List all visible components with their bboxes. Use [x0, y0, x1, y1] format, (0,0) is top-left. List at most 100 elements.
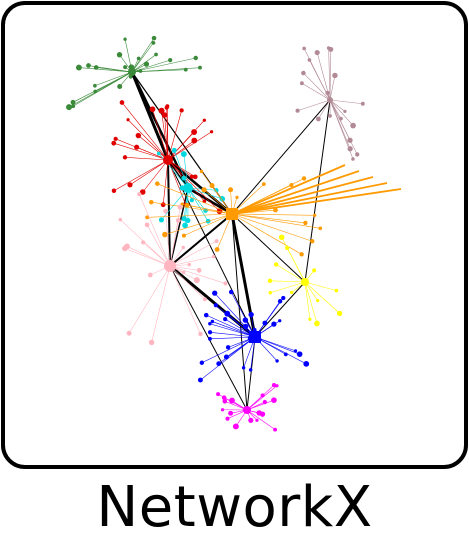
green-leaf-edge [72, 71, 133, 107]
green-leaf-node [70, 99, 76, 105]
red-leaf-edge [129, 159, 169, 186]
hub-edge [231, 213, 248, 411]
magenta-leaf-node [273, 427, 278, 432]
mauve-leaf-edge [303, 72, 331, 101]
orange-leaf-edge [231, 213, 302, 255]
pink-leaf-node [148, 339, 155, 346]
blue-leaf-node [303, 360, 310, 367]
hub-edge [254, 281, 306, 338]
cyan-leaf-node [171, 147, 177, 153]
magenta-leaf-node [222, 398, 228, 404]
magenta-leaf-node [255, 418, 259, 422]
red-leaf-node [209, 130, 214, 134]
cyan-leaf-node [180, 151, 187, 157]
blue-leaf-node [197, 377, 203, 383]
yellow-leaf-edge [270, 281, 306, 294]
blue-leaf-node [241, 365, 246, 370]
magenta-leaf-node [275, 384, 279, 388]
magenta-leaf-node [216, 392, 221, 397]
red-leaf-edge [167, 110, 182, 161]
blue-leaf-node [262, 320, 268, 326]
hub-edge [169, 213, 233, 267]
green-leaf-node [183, 67, 188, 72]
pink-leaf-node [144, 222, 150, 228]
mauve-leaf-edge [297, 99, 331, 112]
pink-leaf-edge [120, 219, 171, 267]
red-leaf-node [191, 137, 198, 144]
magenta-leaf-edge [246, 399, 275, 411]
orange-hub-node [226, 208, 238, 220]
yellow-leaf-node [312, 268, 317, 273]
pink-leaf-node [118, 217, 123, 222]
green-leaf-node [93, 83, 97, 88]
green-leaf-node [193, 55, 198, 61]
red-leaf-node [189, 174, 194, 179]
cyan-leaf-node [181, 215, 187, 222]
green-leaf-edge [131, 69, 186, 73]
pink-leaf-node [147, 272, 153, 278]
mauve-leaf-edge [329, 99, 354, 126]
blue-leaf-node [281, 295, 286, 301]
blue-leaf-node [199, 360, 205, 365]
cyan-leaf-node [158, 217, 164, 223]
orange-leaf-node [301, 176, 307, 181]
red-leaf-edge [152, 109, 169, 161]
orange-leaf-node [235, 195, 239, 199]
cyan-leaf-edge [174, 150, 189, 189]
green-leaf-node [123, 65, 128, 70]
orange-leaf-edge [151, 201, 233, 215]
blue-leaf-edge [230, 291, 256, 338]
green-leaf-node [116, 52, 123, 58]
pink-leaf-node [187, 262, 192, 267]
orange-leaf-edge [231, 213, 306, 224]
yellow-leaf-edge [304, 281, 340, 314]
green-leaf-edge [94, 71, 133, 87]
magenta-leaf-node [225, 416, 230, 421]
yellow-leaf-node [285, 245, 290, 251]
yellow-leaf-edge [304, 281, 311, 320]
blue-leaf-node [210, 319, 215, 324]
red-leaf-edge [167, 159, 220, 212]
orange-leaf-node [201, 187, 207, 193]
blue-leaf-node [203, 312, 209, 318]
pink-leaf-edge [138, 194, 171, 267]
pink-leaf-edge [169, 265, 201, 335]
pink-leaf-edge [126, 246, 171, 267]
mauve-leaf-edge [329, 99, 358, 155]
cyan-leaf-edge [183, 153, 189, 189]
pink-leaf-edge [169, 265, 206, 300]
green-leaf-node [151, 35, 157, 41]
blue-leaf-node [275, 359, 279, 363]
orange-leaf-node [155, 181, 160, 186]
mauve-leaf-edge [316, 52, 331, 101]
orange-leaf-node [228, 187, 234, 193]
pink-leaf-edge [128, 265, 171, 334]
green-leaf-node [128, 75, 133, 79]
red-leaf-node [160, 202, 166, 208]
magenta-leaf-node [221, 395, 227, 400]
yellow-leaf-node [273, 262, 279, 267]
green-hub-node [128, 68, 136, 76]
yellow-leaf-edge [304, 281, 318, 324]
orange-leaf-node [261, 182, 266, 187]
hub-edge [167, 159, 171, 267]
red-hub-node [163, 155, 173, 165]
green-leaf-node [198, 65, 202, 70]
mauve-leaf-node [299, 81, 304, 86]
orange-leaf-edge [147, 213, 233, 218]
blue-leaf-node [223, 316, 228, 322]
pink-leaf-node [196, 268, 202, 273]
green-leaf-node [136, 56, 141, 61]
yellow-leaf-edge [304, 281, 337, 291]
orange-leaf-edge [231, 213, 313, 242]
red-leaf-edge [127, 119, 169, 161]
green-leaf-node [66, 104, 72, 111]
cyan-leaf-node [182, 222, 188, 229]
orange-leaf-edge [231, 213, 321, 229]
magenta-leaf-node [256, 410, 262, 416]
orange-leaf-node [310, 239, 315, 244]
green-leaf-edge [94, 71, 133, 92]
green-leaf-node [168, 58, 173, 63]
red-leaf-node [149, 106, 156, 113]
blue-leaf-edge [201, 336, 256, 364]
